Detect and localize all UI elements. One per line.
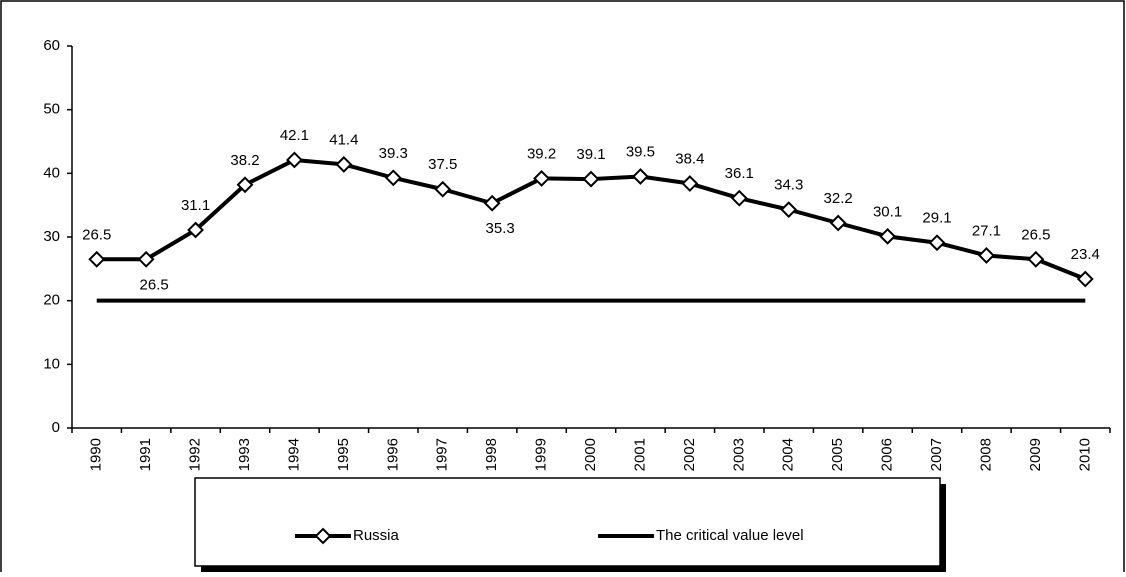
point-marker <box>829 214 847 232</box>
x-tick-label: 1998 <box>483 438 500 471</box>
x-tick-label: 2003 <box>730 438 747 471</box>
point-marker <box>1027 250 1045 268</box>
x-tick-label: 2008 <box>977 438 994 471</box>
data-label: 39.1 <box>576 146 605 163</box>
data-label: 23.4 <box>1071 246 1100 263</box>
data-label: 39.3 <box>379 145 408 162</box>
point-marker <box>137 250 155 268</box>
data-label: 32.2 <box>824 190 853 207</box>
point-marker <box>632 168 649 185</box>
point-marker <box>384 169 402 187</box>
data-label: 38.2 <box>230 152 259 169</box>
point-marker <box>434 180 452 198</box>
legend-label: Russia <box>353 527 400 544</box>
y-tick-label: 10 <box>43 355 60 372</box>
data-label: 34.3 <box>774 177 803 194</box>
legend-marker <box>314 527 332 545</box>
data-label: 38.4 <box>675 150 704 167</box>
point-marker <box>582 170 600 188</box>
data-label: 37.5 <box>428 156 457 173</box>
x-tick-label: 2005 <box>829 438 846 471</box>
point-marker <box>780 201 798 219</box>
x-tick-label: 1996 <box>384 438 401 471</box>
point-marker <box>681 175 699 192</box>
data-label: 42.1 <box>280 127 309 144</box>
data-label: 26.5 <box>140 276 169 293</box>
x-tick-label: 2009 <box>1027 438 1044 471</box>
point-marker <box>286 151 303 169</box>
point-marker <box>879 227 896 245</box>
point-marker <box>533 170 550 187</box>
x-tick-label: 2007 <box>928 438 945 471</box>
x-tick-label: 2000 <box>582 438 599 471</box>
data-label: 31.1 <box>181 197 210 214</box>
point-marker <box>335 156 353 173</box>
y-tick-label: 40 <box>43 164 60 181</box>
legend-label: The critical value level <box>656 527 804 544</box>
data-label: 36.1 <box>725 165 754 182</box>
data-label: 41.4 <box>329 131 358 148</box>
x-tick-label: 2004 <box>780 438 797 471</box>
x-tick-label: 1999 <box>533 438 550 471</box>
x-tick-label: 1990 <box>88 438 105 471</box>
point-marker <box>1076 270 1094 288</box>
point-marker <box>928 234 946 252</box>
data-label: 26.5 <box>82 226 111 243</box>
point-marker <box>88 250 106 268</box>
data-label: 39.5 <box>626 143 655 160</box>
x-tick-label: 1991 <box>137 438 154 471</box>
data-label: 39.2 <box>527 145 556 162</box>
y-tick-label: 30 <box>43 228 60 245</box>
legend-box <box>194 477 941 567</box>
x-tick-label: 1994 <box>285 438 302 471</box>
data-label: 30.1 <box>873 203 902 220</box>
y-tick-label: 20 <box>43 292 60 309</box>
x-tick-label: 2010 <box>1076 438 1093 471</box>
x-tick-label: 1993 <box>236 438 253 471</box>
data-label: 29.1 <box>922 210 951 227</box>
x-tick-label: 2006 <box>879 438 896 471</box>
x-tick-label: 1992 <box>187 438 204 471</box>
point-marker <box>978 247 995 264</box>
x-tick-label: 1995 <box>335 438 352 471</box>
y-tick-label: 0 <box>52 419 60 436</box>
x-tick-label: 2002 <box>681 438 698 471</box>
data-label: 27.1 <box>972 222 1001 239</box>
point-marker <box>483 194 501 212</box>
x-tick-label: 2001 <box>631 438 648 471</box>
x-tick-label: 1997 <box>434 438 451 471</box>
data-label: 35.3 <box>486 220 515 237</box>
point-marker <box>187 221 204 239</box>
point-marker <box>236 176 254 194</box>
y-tick-label: 50 <box>43 101 60 118</box>
point-marker <box>730 189 748 207</box>
data-label: 26.5 <box>1021 226 1050 243</box>
y-tick-label: 60 <box>43 37 60 54</box>
